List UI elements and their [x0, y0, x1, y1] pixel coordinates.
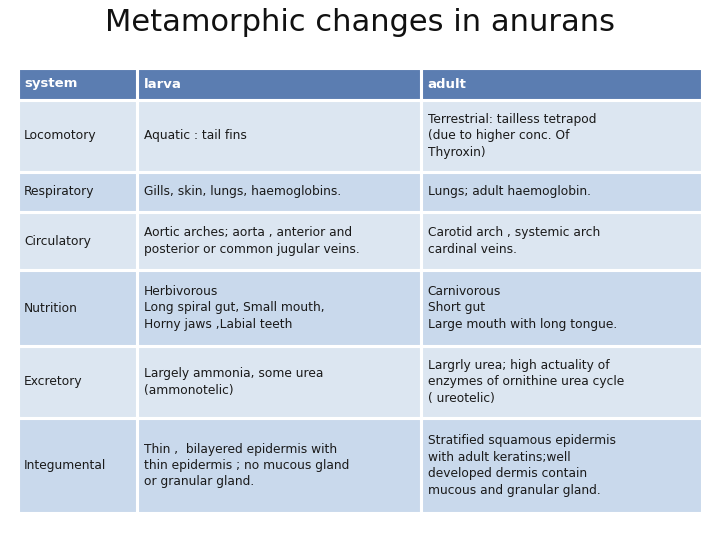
Text: Aortic arches; aorta , anterior and
posterior or common jugular veins.: Aortic arches; aorta , anterior and post…: [144, 226, 359, 256]
Bar: [19, 271, 138, 346]
Bar: [19, 100, 138, 172]
Text: larva: larva: [144, 78, 181, 91]
Bar: [19, 213, 138, 269]
Bar: [422, 418, 701, 512]
Text: Stratified squamous epidermis
with adult keratins;well
developed dermis contain
: Stratified squamous epidermis with adult…: [428, 434, 616, 497]
Bar: [422, 271, 701, 346]
Bar: [422, 347, 701, 417]
Text: Lungs; adult haemoglobin.: Lungs; adult haemoglobin.: [428, 186, 590, 199]
Bar: [19, 347, 138, 417]
Bar: [422, 172, 701, 212]
Bar: [19, 69, 138, 99]
Bar: [422, 213, 701, 269]
Text: Largrly urea; high actuality of
enzymes of ornithine urea cycle
( ureotelic): Largrly urea; high actuality of enzymes …: [428, 359, 624, 405]
Text: system: system: [24, 78, 77, 91]
Text: Thin ,  bilayered epidermis with
thin epidermis ; no mucous gland
or granular gl: Thin , bilayered epidermis with thin epi…: [144, 442, 349, 489]
Text: Largely ammonia, some urea
(ammonotelic): Largely ammonia, some urea (ammonotelic): [144, 367, 323, 397]
Text: Aquatic : tail fins: Aquatic : tail fins: [144, 130, 246, 143]
Text: Herbivorous
Long spiral gut, Small mouth,
Horny jaws ,Labial teeth: Herbivorous Long spiral gut, Small mouth…: [144, 285, 324, 331]
Bar: [19, 418, 138, 512]
Text: Respiratory: Respiratory: [24, 186, 94, 199]
Text: Metamorphic changes in anurans: Metamorphic changes in anurans: [105, 8, 615, 37]
Bar: [138, 69, 421, 99]
Text: adult: adult: [428, 78, 467, 91]
Text: Locomotory: Locomotory: [24, 130, 96, 143]
Text: Integumental: Integumental: [24, 459, 107, 472]
Text: Nutrition: Nutrition: [24, 301, 78, 314]
Text: Carotid arch , systemic arch
cardinal veins.: Carotid arch , systemic arch cardinal ve…: [428, 226, 600, 256]
Bar: [422, 100, 701, 172]
Bar: [138, 418, 421, 512]
Bar: [19, 172, 138, 212]
Bar: [138, 347, 421, 417]
Text: Gills, skin, lungs, haemoglobins.: Gills, skin, lungs, haemoglobins.: [144, 186, 341, 199]
Text: Excretory: Excretory: [24, 375, 83, 388]
Bar: [138, 172, 421, 212]
Text: Circulatory: Circulatory: [24, 234, 91, 247]
Bar: [138, 100, 421, 172]
Bar: [422, 69, 701, 99]
Text: Terrestrial: tailless tetrapod
(due to higher conc. Of
Thyroxin): Terrestrial: tailless tetrapod (due to h…: [428, 113, 596, 159]
Text: Carnivorous
Short gut
Large mouth with long tongue.: Carnivorous Short gut Large mouth with l…: [428, 285, 617, 331]
Bar: [138, 213, 421, 269]
Bar: [138, 271, 421, 346]
